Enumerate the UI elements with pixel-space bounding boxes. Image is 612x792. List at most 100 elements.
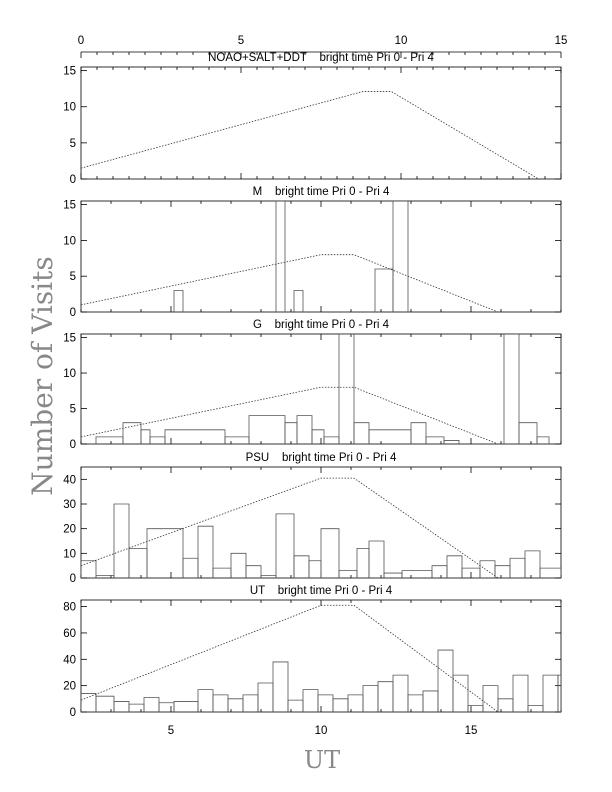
- histogram-bar: [446, 555, 463, 578]
- histogram-bar: [482, 685, 499, 712]
- histogram-bar: [140, 429, 151, 444]
- histogram-bar: [557, 674, 561, 712]
- y-tick-label: 30: [63, 499, 76, 511]
- panel-title: UT bright time Pri 0 - Pri 4: [250, 585, 393, 597]
- dotted-curve: [81, 254, 499, 312]
- histogram-bar: [362, 685, 379, 712]
- histogram-bar: [95, 436, 124, 444]
- panel-title: M bright time Pri 0 - Pri 4: [253, 186, 390, 198]
- y-tick-label: 10: [63, 548, 76, 560]
- y-tick-label: 15: [63, 66, 76, 78]
- histogram-bar: [287, 699, 304, 712]
- y-tick-label: 5: [70, 271, 76, 283]
- histogram-bar: [392, 201, 409, 312]
- histogram-bar: [173, 701, 199, 712]
- y-tick-label: 5: [70, 138, 76, 150]
- histogram-bar: [81, 560, 97, 578]
- histogram-bar: [539, 567, 561, 578]
- histogram-bar: [296, 415, 313, 444]
- histogram: [173, 201, 409, 312]
- histogram: [95, 334, 550, 444]
- histogram-bar: [212, 694, 229, 712]
- y-tick-label: 0: [70, 174, 76, 186]
- histogram-bar: [407, 694, 424, 712]
- histogram-bar: [248, 415, 286, 444]
- histogram-bar: [311, 429, 325, 444]
- histogram-bar: [113, 503, 130, 578]
- histogram-bar: [368, 540, 385, 578]
- y-tick-label: 0: [70, 573, 76, 585]
- histogram-bar: [128, 703, 145, 712]
- histogram-bar: [494, 565, 511, 578]
- y-axis-label: Number of Visits: [26, 256, 59, 496]
- top-axis-tick-label: 5: [238, 35, 244, 47]
- x-axis-label: UT: [304, 746, 340, 774]
- y-tick-label: 5: [70, 404, 76, 416]
- top-axis-tick-label: 15: [555, 35, 568, 47]
- dotted-curve: [81, 604, 499, 712]
- histogram-bar: [143, 697, 160, 712]
- histogram-bar: [317, 694, 334, 712]
- panel-5: UT bright time Pri 0 - Pri 4 0 20 40 60 80: [63, 585, 562, 719]
- histogram-bar: [536, 436, 550, 444]
- panel-title: PSU bright time Pri 0 - Pri 4: [246, 452, 397, 464]
- histogram-bar: [302, 689, 319, 712]
- y-tick-label: 20: [63, 681, 76, 693]
- histogram-bar: [437, 649, 454, 712]
- y-tick-label: 0: [70, 307, 76, 319]
- histogram-bar: [497, 698, 514, 712]
- y-tick-label: 40: [63, 474, 76, 486]
- panel-frame: [80, 66, 562, 180]
- histogram-bar: [368, 429, 412, 444]
- panel-title: G bright time Pri 0 - Pri 4: [253, 319, 390, 331]
- histogram-bar: [164, 429, 226, 444]
- histogram-bar: [353, 422, 370, 444]
- y-tick-label: 20: [63, 524, 76, 536]
- histogram: [81, 503, 561, 578]
- histogram-bar: [392, 674, 409, 712]
- histogram-bar: [356, 548, 370, 578]
- histogram: [81, 649, 561, 712]
- histogram-bar: [197, 689, 214, 712]
- y-tick-label: 10: [63, 368, 76, 380]
- bottom-axis-tick-label: 5: [168, 725, 174, 737]
- histogram-bar: [173, 290, 184, 312]
- dotted-curve: [81, 477, 499, 578]
- bottom-x-axis: 5 10 15: [168, 725, 478, 737]
- panel-2: M bright time Pri 0 - Pri 4 0 5 10 15: [63, 186, 562, 319]
- histogram-bar: [272, 661, 289, 712]
- histogram-bar: [275, 201, 286, 312]
- histogram-bar: [293, 290, 304, 312]
- dotted-curve: [81, 91, 539, 179]
- y-tick-label: 60: [63, 628, 76, 640]
- histogram-bar: [401, 570, 433, 578]
- histogram-bar: [347, 694, 364, 712]
- histogram-bar: [542, 674, 559, 712]
- histogram-bar: [197, 525, 214, 578]
- histogram-bar: [128, 548, 148, 578]
- y-tick-label: 10: [63, 102, 76, 114]
- histogram-bar: [293, 555, 310, 578]
- histogram-bar: [374, 268, 394, 312]
- histogram-bar: [158, 702, 175, 712]
- histogram-bar: [383, 572, 403, 578]
- y-tick-label: 80: [63, 602, 76, 614]
- histogram-bar: [149, 436, 166, 444]
- histogram-bar: [245, 565, 262, 578]
- histogram-bar: [146, 528, 184, 578]
- histogram-bar: [242, 694, 259, 712]
- panel-1: NOAO+SALT+DDT bright time Pri 0 - Pri 4 0…: [63, 52, 562, 186]
- panel-title: NOAO+SALT+DDT bright time Pri 0 - Pri 4: [208, 52, 434, 64]
- chart-panels: NOAO+SALT+DDT bright time Pri 0 - Pri 4 0…: [63, 52, 562, 719]
- histogram-bar: [332, 698, 349, 712]
- histogram-bar: [284, 422, 298, 444]
- histogram-bar: [452, 674, 469, 712]
- histogram-bar: [230, 552, 247, 578]
- y-tick-label: 0: [70, 439, 76, 451]
- histogram-bar: [467, 705, 484, 712]
- y-tick-label: 40: [63, 654, 76, 666]
- top-x-axis: 0 5 10 15: [78, 35, 568, 58]
- histogram-bar: [212, 567, 232, 578]
- histogram-bar: [224, 436, 250, 444]
